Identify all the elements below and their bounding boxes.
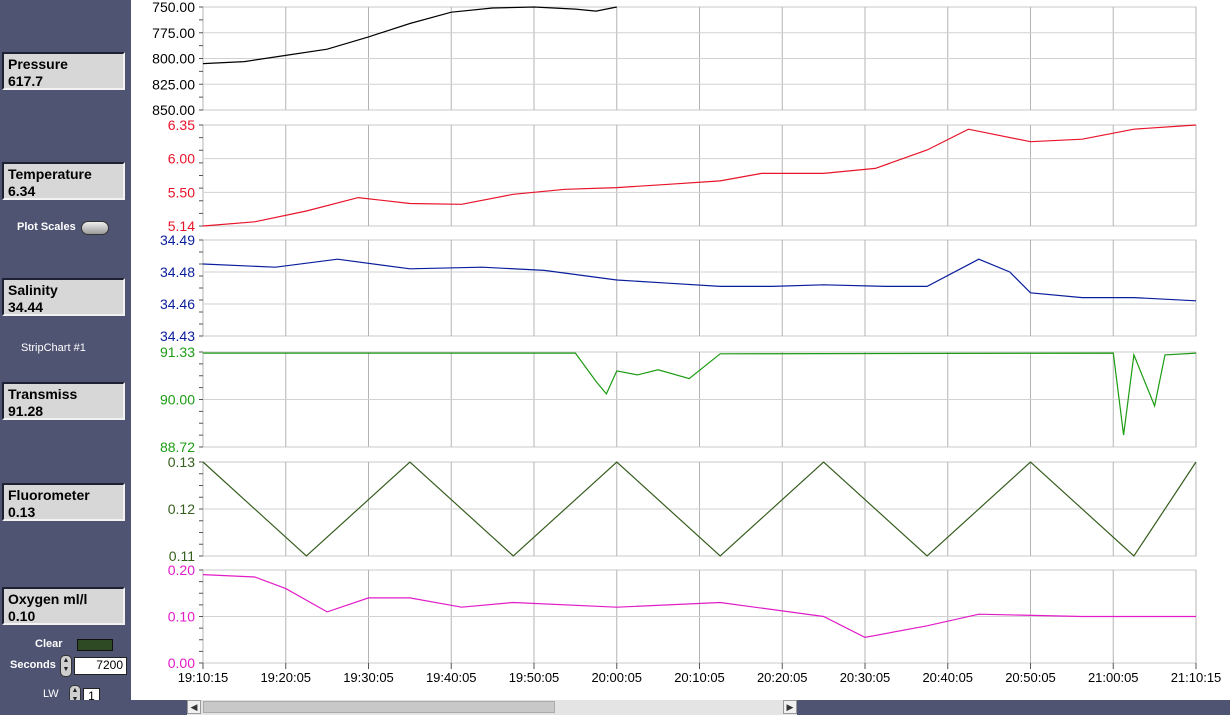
y-tick-label: 750.00	[152, 0, 195, 15]
x-tick-label: 19:30:05	[343, 670, 394, 685]
x-tick-label: 20:20:05	[757, 670, 808, 685]
x-tick-label: 20:50:05	[1005, 670, 1056, 685]
y-tick-label: 91.33	[160, 344, 195, 360]
y-tick-label: 850.00	[152, 102, 195, 118]
seconds-spinner[interactable]: ▲ ▼	[60, 655, 72, 677]
y-tick-label: 0.10	[168, 609, 195, 625]
y-tick-label: 5.14	[168, 218, 195, 234]
y-tick-label: 34.49	[160, 232, 195, 248]
series-line-temperature	[202, 124, 1197, 227]
lw-label: LW	[43, 688, 59, 700]
fluorometer-label: Fluorometer	[8, 487, 90, 503]
salinity-label: Salinity	[8, 282, 58, 298]
x-tick-label: 19:20:05	[260, 670, 311, 685]
strip-chart-svg: 750.00 775.00 800.00 825.00 850.006.35 6.00 5.…	[152, 0, 1222, 685]
y-tick-label: 34.46	[160, 296, 195, 312]
y-tick-label: 0.11	[169, 548, 195, 564]
oxygen-value: 0.10	[8, 608, 36, 624]
pressure-label: Pressure	[8, 56, 68, 72]
y-tick-label: 0.20	[168, 562, 195, 578]
x-tick-label: 20:00:05	[591, 670, 642, 685]
temperature-value: 6.34	[8, 183, 36, 199]
y-tick-label: 775.00	[152, 25, 195, 41]
y-tick-label: 0.00	[168, 655, 195, 671]
y-tick-label: 34.43	[160, 328, 195, 344]
y-tick-label: 34.48	[160, 264, 195, 280]
transmiss-readout: Transmiss 91.28	[2, 382, 125, 420]
stripchart-label: StripChart #1	[21, 342, 86, 354]
fluorometer-value: 0.13	[8, 504, 36, 520]
series-line-oxygen-ml-l	[202, 574, 1196, 639]
y-tick-label: 6.35	[168, 117, 195, 133]
pressure-value: 617.7	[8, 73, 44, 89]
y-tick-label: 800.00	[152, 51, 195, 67]
y-tick-label: 88.72	[160, 439, 195, 455]
sidebar: Pressure 617.7 Temperature 6.34 Plot Sca…	[0, 0, 131, 715]
x-tick-label: 21:00:05	[1088, 670, 1139, 685]
y-tick-label: 6.00	[168, 151, 195, 167]
x-tick-label: 19:50:05	[509, 670, 560, 685]
series-line-salinity	[202, 258, 1197, 302]
scroll-thumb[interactable]	[203, 701, 555, 713]
temperature-label: Temperature	[8, 166, 92, 182]
y-tick-label: 0.13	[168, 454, 195, 470]
y-tick-label: 0.12	[168, 501, 195, 517]
fluorometer-readout: Fluorometer 0.13	[2, 483, 125, 521]
x-tick-label: 20:30:05	[840, 670, 891, 685]
transmiss-label: Transmiss	[8, 386, 78, 402]
transmiss-value: 91.28	[8, 403, 44, 419]
x-tick-label: 20:40:05	[922, 670, 973, 685]
plot-scales-label: Plot Scales	[17, 221, 76, 233]
scroll-left-icon[interactable]: ◀	[187, 700, 201, 714]
x-tick-label: 19:10:15	[178, 670, 229, 685]
temperature-readout: Temperature 6.34	[2, 162, 125, 200]
series-line-fluorometer	[202, 461, 1197, 557]
plot-scales-toggle[interactable]	[81, 221, 109, 235]
y-tick-label: 825.00	[152, 76, 195, 92]
y-tick-label: 90.00	[160, 392, 195, 408]
series-line-transmiss	[203, 352, 1197, 436]
horizontal-scrollbar[interactable]: ◀ ▶	[187, 700, 797, 715]
seconds-label: Seconds	[10, 659, 56, 671]
clear-button[interactable]	[77, 639, 113, 651]
seconds-input[interactable]: 7200	[74, 657, 127, 675]
strip-chart: 750.00 775.00 800.00 825.00 850.00 6.35 6.00 5.…	[131, 0, 1230, 700]
y-tick-label: 5.50	[168, 184, 195, 200]
oxygen-readout: Oxygen ml/l 0.10	[2, 587, 125, 625]
oxygen-label: Oxygen ml/l	[8, 591, 88, 607]
salinity-readout: Salinity 34.44	[2, 278, 125, 316]
scroll-right-icon[interactable]: ▶	[783, 700, 797, 714]
x-tick-label: 20:10:05	[674, 670, 725, 685]
clear-label: Clear	[35, 638, 63, 650]
salinity-value: 34.44	[8, 299, 44, 315]
x-tick-label: 21:10:15	[1171, 670, 1222, 685]
series-line-pressure	[202, 6, 617, 65]
x-tick-label: 19:40:05	[426, 670, 477, 685]
pressure-readout: Pressure 617.7	[2, 52, 125, 90]
